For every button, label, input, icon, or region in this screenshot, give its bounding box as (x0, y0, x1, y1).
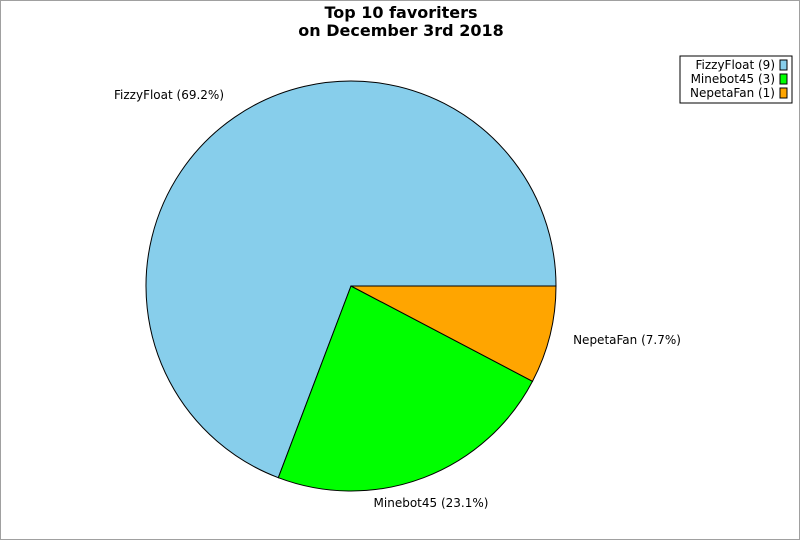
legend-entry-nepetafan: NepetaFan (1) (690, 86, 775, 100)
pie-slice-minebot45 (277, 285, 534, 492)
legend-swatch-nepetafan (779, 87, 788, 99)
chart-title: Top 10 favoriters on December 3rd 2018 (298, 3, 503, 40)
pie-slice-fizzyfloat (145, 80, 557, 479)
chart-title-line-1: Top 10 favoriters (324, 3, 477, 22)
pie-slices (145, 80, 557, 492)
pie-slice-nepetafan (350, 285, 557, 382)
legend-box (679, 55, 793, 104)
legend: FizzyFloat (9)Minebot45 (3)NepetaFan (1) (679, 55, 793, 104)
legend-swatch-fizzyfloat (779, 59, 788, 71)
legend-entry-minebot45: Minebot45 (3) (691, 72, 775, 86)
legend-swatch-minebot45 (779, 73, 788, 85)
slice-labels: FizzyFloat (69.2%) Minebot45 (23.1%) Nepet… (114, 88, 681, 510)
legend-entry-fizzyfloat: FizzyFloat (9) (695, 58, 775, 72)
slice-label-nepetafan: NepetaFan (7.7%) (573, 333, 681, 347)
chart-title-line-2: on December 3rd 2018 (298, 21, 503, 40)
slice-label-minebot45: Minebot45 (23.1%) (374, 496, 489, 510)
slice-label-fizzyfloat: FizzyFloat (69.2%) (114, 88, 224, 102)
